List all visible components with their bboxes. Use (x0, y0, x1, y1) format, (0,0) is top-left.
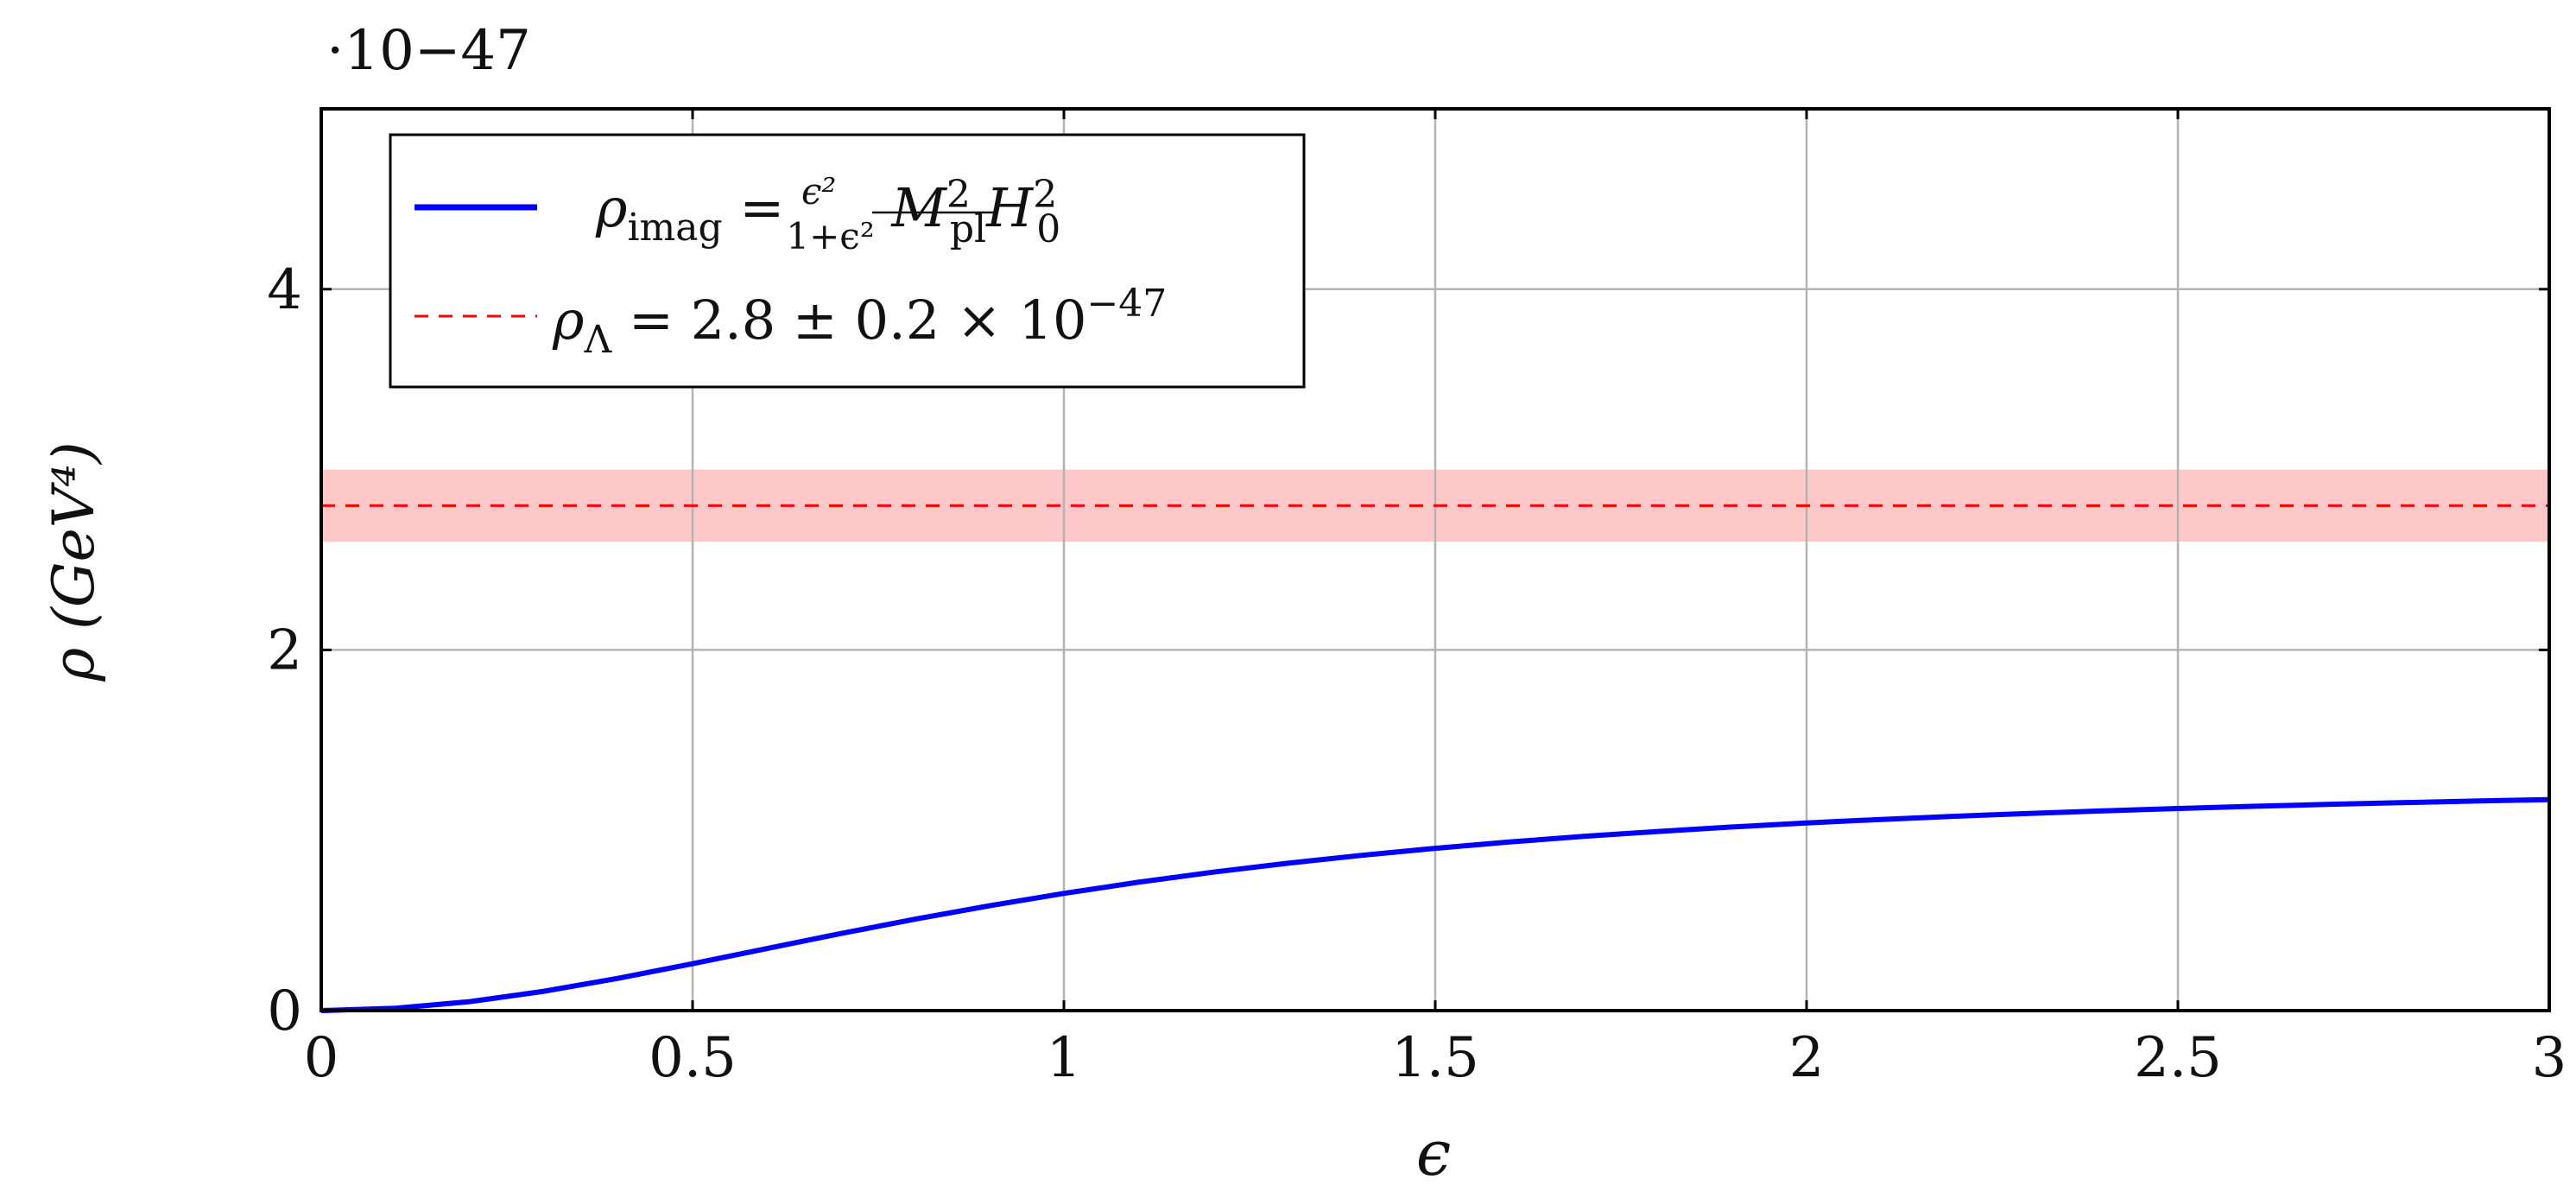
y-tick-label-0: 0 (267, 980, 302, 1043)
series-line-0 (320, 796, 2550, 1013)
x-tick-label-6: 3 (2532, 1026, 2567, 1090)
legend-entry-imag: ρimag = ϵ² 1+ϵ² M2 plH2 0 (595, 170, 1060, 257)
tick-layer: 0 0.5 1 1.5 2 2.5 3 0 2 4 (267, 109, 2567, 1090)
series-layer (320, 504, 2550, 1013)
legend-entry-lambda: ρΛ = 2.8 ± 0.2 × 10−47 (552, 282, 1167, 362)
legend: ρimag = ϵ² 1+ϵ² M2 plH2 0 ρΛ = 2.8 ± 0.2 × … (389, 133, 1306, 389)
y-multiplier-label: ·10−47 (326, 19, 531, 83)
x-tick-label-5: 2.5 (2134, 1026, 2222, 1090)
x-tick-label-3: 1.5 (1391, 1026, 1479, 1090)
x-tick-label-2: 1 (1047, 1026, 1082, 1090)
x-tick-label-1: 0.5 (649, 1026, 737, 1090)
x-tick-label-4: 2 (1789, 1026, 1825, 1090)
y-axis-label: ρ (GeV⁴) (41, 441, 107, 682)
x-tick-label-0: 0 (304, 1026, 339, 1090)
x-axis-label: ϵ (1416, 1117, 1451, 1189)
y-tick-label-1: 2 (267, 618, 302, 682)
y-tick-label-2: 4 (267, 258, 302, 322)
legend-box (389, 133, 1306, 389)
